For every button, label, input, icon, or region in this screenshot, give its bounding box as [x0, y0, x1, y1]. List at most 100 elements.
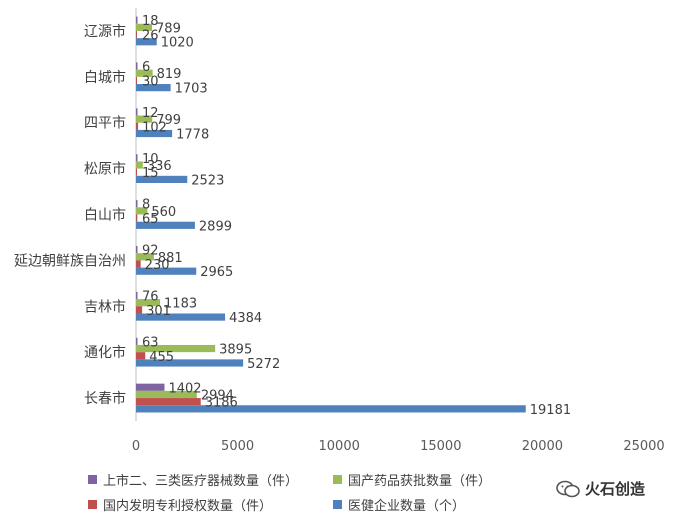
data-label: 230 [145, 258, 170, 273]
data-label: 301 [146, 304, 171, 319]
legend-item-devices: 上市二、三类医疗器械数量（件） [88, 470, 333, 489]
data-label: 455 [149, 350, 174, 365]
x-tick-label: 5000 [221, 439, 254, 454]
x-tick-label: 15000 [420, 439, 461, 454]
category-label: 白城市 [84, 69, 126, 86]
category-label: 通化市 [84, 344, 126, 361]
bar [136, 344, 216, 353]
data-label: 12 [142, 106, 159, 121]
bar [136, 383, 165, 391]
data-label: 6 [142, 60, 150, 75]
bar [136, 267, 197, 275]
bar [136, 245, 138, 254]
bar [136, 62, 138, 70]
x-tick-label: 10000 [319, 439, 360, 454]
watermark: 火石创造 [555, 478, 645, 499]
bar [136, 390, 197, 399]
legend-swatch-devices [88, 475, 97, 484]
bar [136, 129, 173, 138]
legend-swatch-drugs [333, 475, 342, 484]
data-label: 26 [142, 29, 159, 44]
watermark-text: 火石创造 [585, 480, 646, 498]
bar [136, 108, 138, 116]
data-label: 2994 [201, 388, 234, 403]
data-label: 30 [142, 74, 159, 89]
x-tick-label: 20000 [522, 439, 563, 454]
legend-item-drugs: 国产药品获批数量（件） [333, 470, 533, 489]
bar [136, 84, 171, 92]
data-label: 789 [156, 21, 181, 36]
bar [136, 352, 146, 360]
data-label: 63 [142, 335, 159, 350]
bar [136, 337, 138, 345]
data-label: 1183 [164, 297, 197, 312]
legend-item-enterprises: 医健企业数量（个） [333, 495, 533, 514]
category-label: 松原市 [84, 161, 126, 178]
bar [136, 253, 154, 261]
data-label: 1778 [176, 128, 209, 143]
bar [136, 398, 201, 406]
data-label: 3186 [205, 396, 238, 411]
bars-layer [136, 16, 526, 413]
data-label: 5272 [247, 357, 280, 372]
bar [136, 69, 153, 77]
data-label: 15 [142, 166, 159, 181]
bar [136, 313, 226, 321]
category-label: 白山市 [84, 207, 126, 224]
category-label: 四平市 [84, 115, 126, 132]
bar [136, 221, 195, 229]
legend-swatch-enterprises [333, 500, 342, 509]
axis-layer: 0 5000 10000 15000 20000 25000 长春市 通化市 吉林市 延边朝鲜族自… [14, 8, 665, 454]
data-label: 1703 [175, 82, 208, 97]
legend-label-enterprises: 医健企业数量（个） [348, 499, 466, 514]
data-label: 2899 [199, 219, 232, 234]
bar [136, 306, 143, 314]
bar [136, 214, 138, 222]
category-label: 辽源市 [84, 23, 126, 40]
data-label: 18 [142, 14, 159, 29]
bar [136, 16, 138, 24]
data-label: 1402 [168, 381, 201, 396]
data-label: 560 [151, 205, 176, 220]
bar [136, 23, 153, 31]
data-label: 102 [142, 120, 167, 135]
data-label: 819 [157, 67, 182, 82]
data-label: 19181 [530, 403, 571, 418]
category-label: 吉林市 [84, 298, 126, 315]
data-label: 65 [142, 212, 159, 227]
data-label: 10 [142, 152, 159, 167]
data-label: 799 [156, 113, 181, 128]
data-label: 92 [142, 244, 159, 259]
bar [136, 405, 526, 413]
legend-label-devices: 上市二、三类医疗器械数量（件） [103, 474, 299, 489]
category-label: 长春市 [84, 390, 126, 407]
bar [136, 359, 244, 367]
data-label: 2965 [200, 265, 233, 280]
bar [136, 260, 141, 268]
bar [136, 122, 139, 130]
x-tick-label: 0 [132, 439, 140, 454]
data-label: 1020 [161, 36, 194, 51]
bar [136, 291, 138, 300]
data-label: 3895 [219, 343, 252, 358]
data-label: 8 [142, 198, 150, 213]
legend-item-patents: 国内发明专利授权数量（件） [88, 495, 333, 514]
data-label: 336 [147, 159, 172, 174]
legend-label-drugs: 国产药品获批数量（件） [348, 474, 492, 489]
bar [136, 161, 143, 169]
bar [136, 175, 188, 184]
bar [136, 115, 153, 123]
bar [136, 207, 148, 215]
bar [136, 200, 138, 208]
category-label: 延边朝鲜族自治州 [14, 253, 126, 269]
bar [136, 154, 138, 162]
legend-swatch-patents [88, 500, 97, 509]
data-label: 76 [142, 289, 159, 304]
bar [136, 30, 137, 39]
bar [136, 168, 137, 176]
bar [136, 299, 161, 307]
data-label: 881 [158, 251, 183, 266]
data-label: 2523 [191, 173, 224, 188]
